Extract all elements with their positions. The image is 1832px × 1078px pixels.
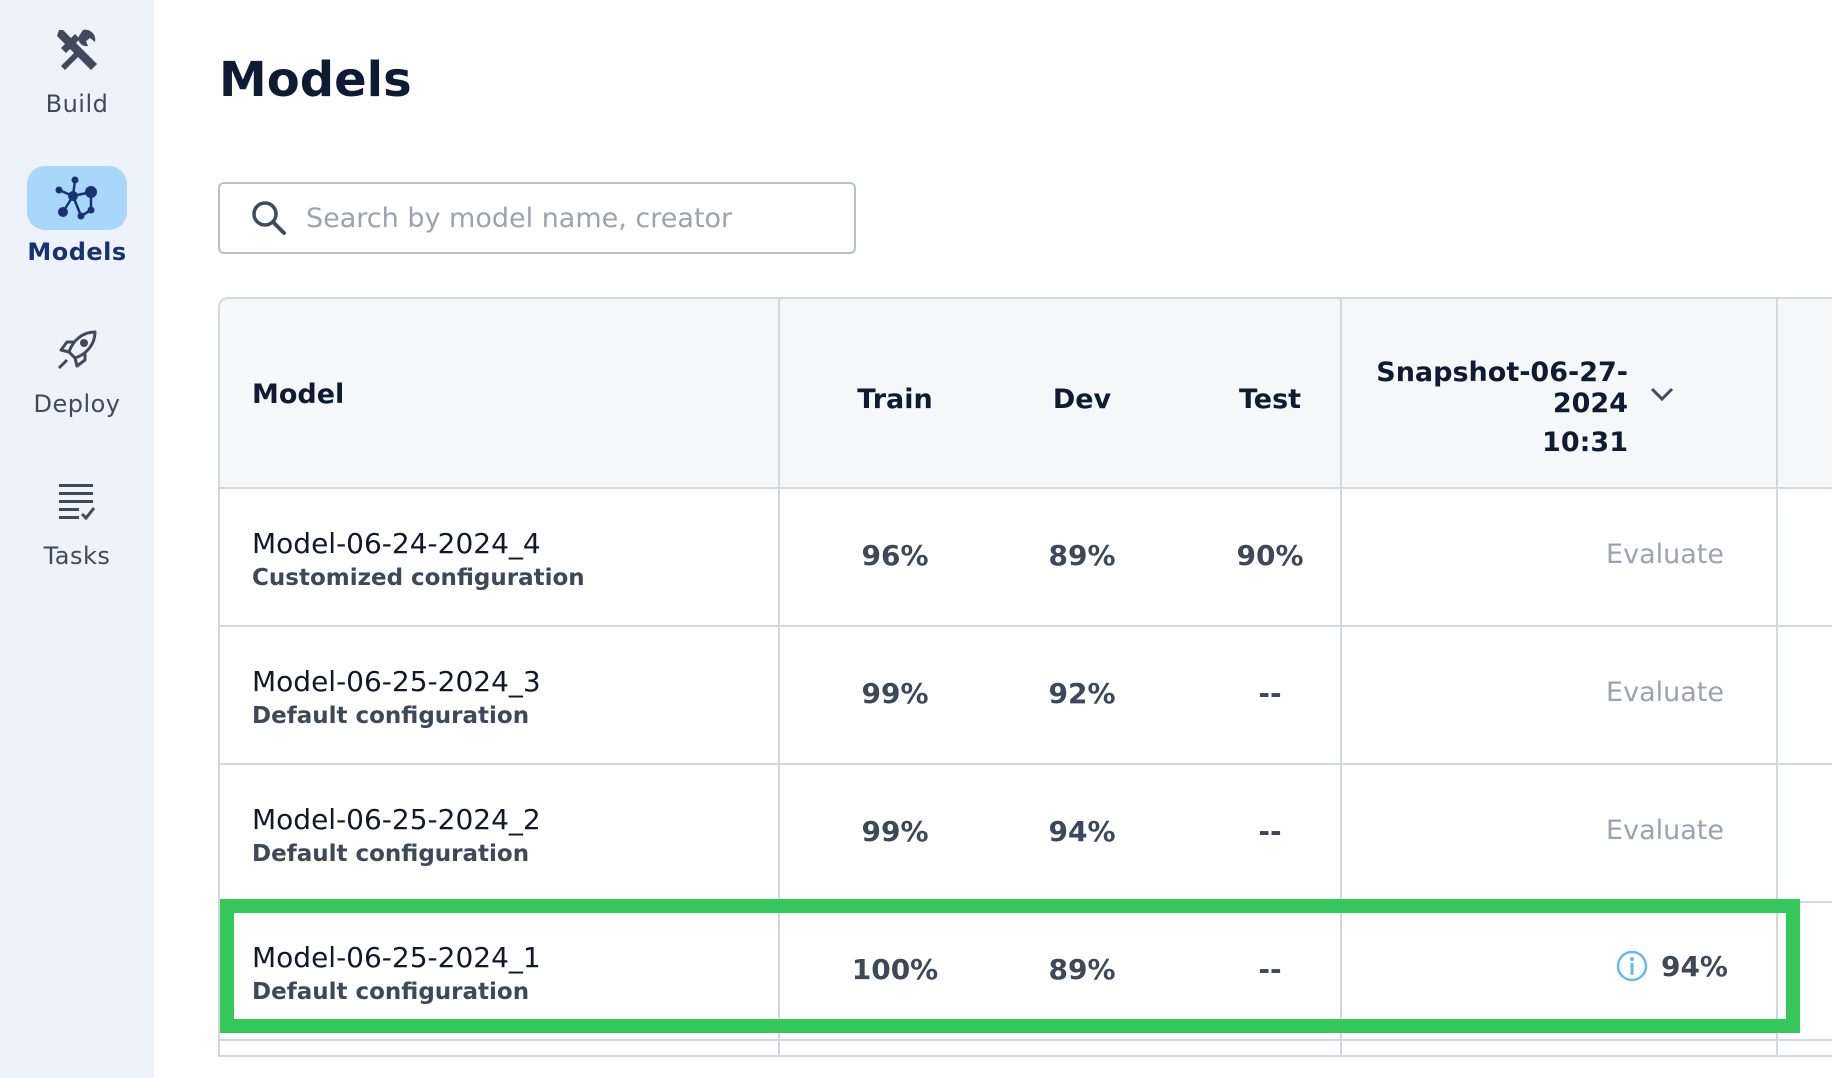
search-input[interactable] — [304, 201, 828, 235]
sidebar-item-deploy[interactable]: Deploy — [0, 318, 154, 418]
table-row[interactable]: Model-06-25-2024_2 Default configuration… — [220, 765, 1832, 903]
model-name[interactable]: Model-06-24-2024_4 — [252, 527, 541, 560]
evaluate-button[interactable]: Evaluate — [1606, 815, 1724, 846]
search-icon — [252, 201, 286, 235]
rocket-icon — [27, 318, 127, 382]
train-score: 99% — [861, 677, 929, 710]
snapshot-header-line1: Snapshot-06-27-2024 — [1376, 357, 1628, 419]
column-divider — [1776, 299, 1778, 1055]
table-header: Model Train Dev Test Snapshot-06-27-2024… — [220, 299, 1832, 489]
train-score: 100% — [851, 953, 939, 986]
sidebar: Build — [0, 0, 154, 1078]
model-config: Customized configuration — [252, 565, 585, 591]
chevron-down-icon[interactable] — [1648, 385, 1676, 403]
page-title: Models — [219, 52, 412, 108]
model-name[interactable]: Model-06-25-2024_1 — [252, 941, 541, 974]
model-config: Default configuration — [252, 841, 530, 867]
table-row[interactable]: Model-06-25-2024_1 Default configuration… — [220, 903, 1832, 1041]
table-row[interactable]: Model-06-25-2024_3 Default configuration… — [220, 627, 1832, 765]
snapshot-score-value: 94% — [1660, 949, 1728, 983]
test-score: -- — [1258, 815, 1282, 848]
sidebar-item-tasks[interactable]: Tasks — [0, 470, 154, 570]
evaluate-button[interactable]: Evaluate — [1606, 677, 1724, 708]
test-score: -- — [1258, 953, 1282, 986]
sidebar-item-label: Deploy — [33, 390, 121, 418]
model-name[interactable]: Model-06-25-2024_2 — [252, 803, 541, 836]
models-network-icon — [27, 166, 127, 230]
test-score: -- — [1258, 677, 1282, 710]
test-score: 90% — [1236, 539, 1304, 572]
tasks-list-icon — [27, 470, 127, 534]
search-box[interactable] — [218, 182, 856, 254]
snapshot-header-line2: 10:31 — [1542, 427, 1628, 458]
sidebar-item-build[interactable]: Build — [0, 18, 154, 118]
column-header-train[interactable]: Train — [857, 384, 933, 415]
sidebar-item-label: Models — [27, 238, 127, 266]
column-divider — [1340, 299, 1342, 1055]
train-score: 96% — [861, 539, 929, 572]
column-divider — [778, 299, 780, 1055]
model-name[interactable]: Model-06-25-2024_3 — [252, 665, 541, 698]
build-tools-icon — [27, 18, 127, 82]
models-table: Model Train Dev Test Snapshot-06-27-2024… — [218, 297, 1832, 1057]
column-header-dev[interactable]: Dev — [1052, 384, 1112, 415]
dev-score: 92% — [1048, 677, 1116, 710]
snapshot-score: 94% — [1615, 949, 1728, 983]
evaluate-button[interactable]: Evaluate — [1606, 539, 1724, 570]
dev-score: 89% — [1048, 539, 1116, 572]
sidebar-item-models[interactable]: Models — [0, 166, 154, 266]
sidebar-item-label: Tasks — [43, 542, 111, 570]
model-config: Default configuration — [252, 979, 530, 1005]
model-config: Default configuration — [252, 703, 530, 729]
column-header-snapshot[interactable]: Snapshot-06-27-2024 10:31 — [1328, 357, 1628, 458]
sidebar-item-label: Build — [45, 90, 109, 118]
dev-score: 89% — [1048, 953, 1116, 986]
info-icon[interactable] — [1615, 949, 1649, 983]
main-content: Models Model Train Dev Test Snapshot-06-… — [154, 0, 1832, 1078]
dev-score: 94% — [1048, 815, 1116, 848]
column-header-model[interactable]: Model — [252, 379, 345, 410]
train-score: 99% — [861, 815, 929, 848]
column-header-test[interactable]: Test — [1238, 384, 1302, 415]
table-row[interactable]: Model-06-24-2024_4 Customized configurat… — [220, 489, 1832, 627]
